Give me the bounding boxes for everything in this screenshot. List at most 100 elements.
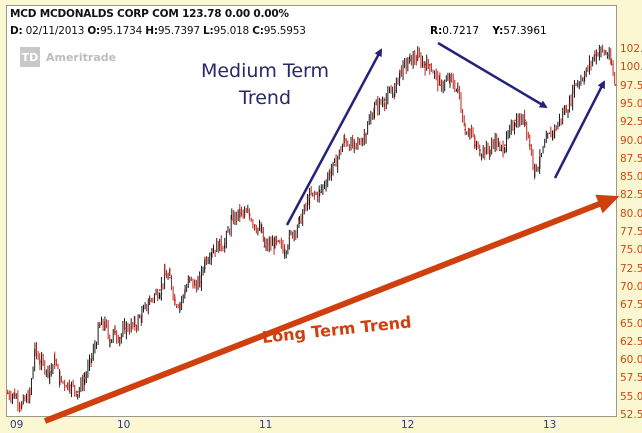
price-point — [114, 330, 116, 333]
y-tick-label: 80.0 — [620, 207, 642, 220]
price-point — [169, 276, 171, 279]
medium-trend-arrow-up-2 — [553, 80, 606, 179]
y-tick-label: 67.5 — [620, 299, 642, 312]
price-point — [328, 171, 331, 174]
price-point — [474, 144, 476, 147]
close-label: C: — [252, 25, 264, 37]
price-point — [211, 248, 213, 251]
price-point — [184, 289, 186, 291]
price-point — [610, 63, 613, 66]
price-point — [538, 158, 541, 161]
y-tick-label: 97.5 — [620, 79, 642, 92]
ohlc-readout: D: 02/11/2013 O:95.1734 H:95.7397 L:95.0… — [10, 25, 306, 37]
price-point — [333, 164, 336, 166]
y-tick-label: 65.0 — [620, 317, 642, 330]
price-point — [503, 144, 506, 147]
y-tick-label: 62.5 — [620, 335, 642, 348]
price-point — [53, 359, 56, 362]
price-point — [239, 212, 241, 215]
price-point — [34, 349, 36, 352]
price-points — [6, 49, 617, 406]
price-point — [489, 149, 491, 152]
price-point — [398, 71, 401, 73]
td-logo-mark: TD — [20, 47, 40, 67]
price-point — [528, 144, 531, 147]
price-point — [20, 404, 23, 406]
symbol-line: MCD MCDONALDS CORP COM 123.78 0.00 0.00% — [10, 8, 289, 20]
price-point — [353, 147, 356, 149]
price-point — [248, 213, 251, 216]
price-point — [133, 324, 136, 327]
x-tick-label: 11 — [259, 419, 273, 431]
price-point — [158, 289, 161, 291]
y-tick-label: 77.5 — [620, 226, 642, 238]
price-point — [218, 243, 221, 246]
y-tick-label: 57.5 — [620, 372, 642, 385]
y-tick-label: 55.0 — [620, 390, 642, 403]
low-label: L: — [203, 25, 214, 37]
price-point — [283, 248, 286, 251]
price-point — [174, 299, 176, 302]
medium-trend-arrow-down — [437, 41, 548, 109]
price-point — [524, 119, 527, 122]
y-tick-label: 60.0 — [620, 354, 642, 367]
price-point — [243, 213, 246, 216]
price-point — [494, 139, 497, 141]
price-point — [383, 98, 386, 101]
x-tick-label: 12 — [401, 419, 415, 431]
y-tick-label: 72.5 — [620, 262, 642, 275]
price-point — [140, 314, 143, 316]
chart-plot-area — [6, 5, 617, 417]
x-tick-label: 13 — [543, 419, 557, 431]
y-label: Y: — [492, 25, 504, 37]
price-point — [598, 49, 601, 51]
open-value: 95.1734 — [100, 25, 143, 37]
y-tick-label: 85.0 — [620, 171, 642, 184]
long-trend-arrow — [43, 194, 620, 424]
price-point — [6, 392, 9, 395]
price-point — [614, 84, 617, 87]
date-value: 02/11/2013 — [25, 25, 85, 37]
price-point — [416, 56, 419, 59]
price-point — [39, 360, 41, 363]
price-point — [533, 169, 536, 171]
price-point — [288, 237, 291, 240]
price-point — [439, 84, 441, 87]
low-value: 95.018 — [213, 25, 250, 37]
y-tick-label: 92.5 — [620, 116, 642, 129]
price-point — [58, 379, 61, 382]
price-point — [69, 384, 71, 387]
price-point — [163, 273, 166, 276]
price-point — [188, 278, 191, 281]
price-point — [479, 149, 481, 152]
price-point — [553, 128, 556, 131]
y-tick-label: 90.0 — [620, 134, 642, 147]
price-point — [373, 106, 376, 109]
price-point — [468, 128, 471, 131]
price-point — [573, 84, 576, 87]
price-point — [109, 338, 111, 341]
medium-term-trend-label: Medium Term Trend — [195, 58, 335, 112]
y-tick-label: 95.0 — [620, 97, 642, 110]
price-point — [260, 231, 263, 234]
x-tick-label: 10 — [117, 419, 131, 431]
price-point — [298, 221, 301, 223]
price-point — [456, 89, 459, 92]
high-label: H: — [145, 25, 158, 37]
price-point — [76, 390, 79, 393]
price-point — [223, 242, 226, 245]
logo-text: Ameritrade — [46, 50, 117, 64]
medium-label-line2: Trend — [239, 87, 291, 109]
price-point — [118, 336, 121, 339]
price-point — [343, 139, 346, 141]
price-point — [428, 63, 431, 66]
y-tick-label: 87.5 — [620, 152, 642, 165]
y-tick-label: 70.0 — [620, 280, 642, 293]
price-point — [274, 242, 276, 245]
y-axis: 102.5 100.0 97.5 95.0 92.5 90.0 87.5 85.0 82.5 80… — [618, 0, 642, 433]
r-label: R: — [430, 25, 443, 37]
price-point — [514, 119, 516, 122]
price-point — [498, 149, 501, 152]
y-tick-label: 75.0 — [620, 244, 642, 257]
